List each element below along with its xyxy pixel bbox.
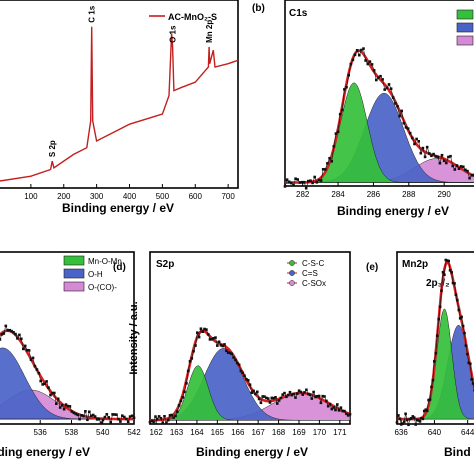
legend-swatch-green — [63, 255, 85, 266]
panel-a-plot: S 2p C 1s O 1s Mn 2p 100 200 300 400 500 600 700 — [0, 5, 239, 201]
legend-label: C=S — [302, 269, 318, 278]
panel-b-plot: 282 284 286 288 290 — [283, 47, 474, 199]
raw-data-line — [396, 259, 474, 426]
legend-label: O-(CO)- — [88, 283, 117, 292]
fit-envelope — [285, 49, 474, 184]
x-tick-label: 542 — [127, 428, 141, 437]
legend-label: C-S-C — [302, 259, 324, 268]
panel-b-legend — [456, 9, 474, 46]
x-tick-label: 500 — [156, 192, 170, 201]
x-tick-label: 540 — [96, 428, 110, 437]
legend-marker-green — [289, 260, 295, 266]
x-tick-label: 290 — [437, 190, 451, 199]
x-tick-label: 600 — [189, 192, 203, 201]
legend-swatch-blue — [456, 22, 474, 33]
panel-c-frame — [0, 251, 135, 425]
peak-annotation: 2p₃/₂ — [426, 278, 450, 289]
raw-data-line — [149, 327, 351, 424]
x-tick-label: 700 — [221, 192, 235, 201]
panel-title: Mn2p — [402, 259, 428, 270]
panel-b-c1s: (b) C1s Binding energy / eV 282 284 286 288… — [252, 0, 474, 218]
x-tick-label: 644 — [461, 428, 474, 437]
panel-e-plot: 636 640 644 — [394, 258, 474, 437]
x-tick-label: 162 — [149, 428, 163, 437]
x-axis-label: Binding energy / eV — [0, 445, 90, 459]
panel-letter: (e) — [366, 262, 378, 273]
x-tick-label: 286 — [367, 190, 381, 199]
legend-label: Mn-O-Mn — [88, 257, 122, 266]
legend-swatch-blue — [63, 268, 85, 279]
x-tick-label: 169 — [292, 428, 306, 437]
x-tick-label: 166 — [231, 428, 245, 437]
x-tick-label: 163 — [170, 428, 184, 437]
panel-b-frame — [284, 0, 474, 187]
legend-label: O-H — [88, 270, 103, 279]
x-tick-label: 164 — [190, 428, 204, 437]
panel-a-survey-spectrum: AC-MnO₂-S Binding energy / eV S 2p C 1s O … — [0, 0, 239, 215]
panel-a-legend: AC-MnO₂-S — [149, 12, 217, 22]
x-tick-label: 284 — [331, 190, 345, 199]
x-tick-label: 165 — [211, 428, 225, 437]
legend-marker-blue — [289, 270, 295, 276]
legend-marker-pink — [289, 280, 295, 286]
x-axis-label: Binding energy / eV — [62, 201, 174, 215]
panel-d-legend: C-S-C C=S C-SOx — [287, 259, 326, 288]
x-tick-label: 200 — [57, 192, 71, 201]
panel-c-legend: Mn-O-Mn O-H O-(CO)- — [63, 255, 122, 292]
data-point — [0, 338, 2, 341]
peak-label: O 1s — [169, 25, 178, 43]
panel-c-plot: 536 538 540 542 — [0, 324, 141, 437]
x-tick-label: 170 — [313, 428, 327, 437]
survey-line — [0, 26, 239, 182]
raw-data-line — [0, 324, 135, 424]
panel-c-o1s: Mn-O-Mn O-H O-(CO)- Binding energy / eV … — [0, 251, 141, 459]
x-tick-label: 640 — [428, 428, 442, 437]
x-tick-label: 288 — [402, 190, 416, 199]
x-tick-label: 300 — [90, 192, 104, 201]
legend-label: AC-MnO₂-S — [168, 12, 217, 22]
panel-d-plot: 162 163 164 165 166 167 168 169 170 171 — [148, 327, 352, 437]
x-tick-label: 400 — [123, 192, 137, 201]
panel-title: S2p — [156, 259, 174, 270]
x-tick-label: 282 — [296, 190, 310, 199]
data-point — [283, 185, 287, 188]
x-tick-label: 536 — [34, 428, 48, 437]
x-axis-label: Bind — [444, 445, 471, 459]
data-point — [395, 421, 399, 424]
panel-letter: (d) — [113, 262, 126, 273]
raw-data-line — [284, 48, 474, 190]
peak-label: Mn 2p — [205, 20, 214, 43]
x-axis-label: Binding energy / eV — [196, 445, 308, 459]
panel-d-frame — [149, 251, 351, 425]
panel-d-s2p: (d) S2p C-S-C C=S C-SOx Intensity / a.u.… — [113, 251, 352, 459]
x-tick-label: 100 — [24, 192, 38, 201]
panel-letter: (b) — [252, 3, 265, 14]
panel-a-frame — [0, 0, 239, 189]
x-tick-label: 538 — [65, 428, 79, 437]
legend-swatch-green — [456, 9, 474, 20]
panel-e-mn2p: (e) Mn2p 2p₃/₂ Bind 636 640 644 — [366, 251, 474, 459]
x-tick-label: 636 — [394, 428, 408, 437]
x-axis-label: Binding energy / eV — [337, 204, 449, 218]
legend-swatch-pink — [63, 281, 85, 292]
component-green — [149, 365, 351, 421]
peak-label: S 2p — [48, 140, 57, 157]
x-tick-label: 171 — [333, 428, 347, 437]
legend-label: C-SOx — [302, 279, 326, 288]
panel-title: C1s — [289, 8, 308, 19]
y-axis-label: Intensity / a.u. — [128, 301, 140, 374]
legend-swatch-pink — [456, 35, 474, 46]
peak-label: C 1s — [88, 5, 97, 22]
x-tick-label: 168 — [272, 428, 286, 437]
x-tick-label: 167 — [251, 428, 265, 437]
panel-e-frame — [396, 251, 474, 425]
